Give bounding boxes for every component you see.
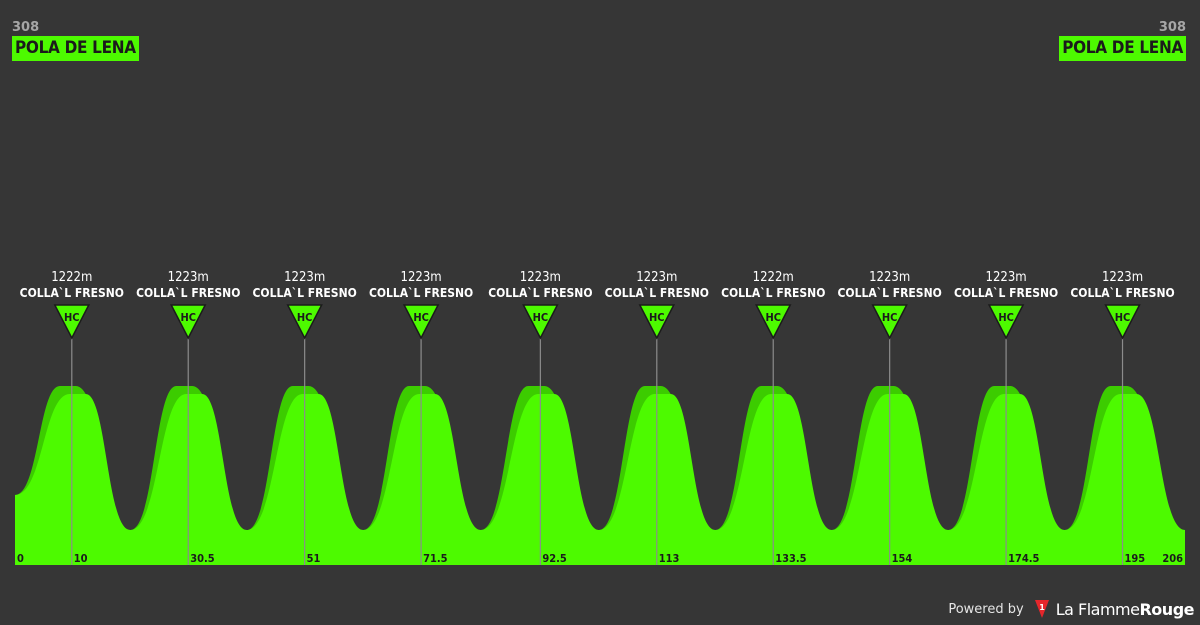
distance-tick-label: 71.5 (423, 552, 448, 565)
climb-category-label: HC (180, 311, 196, 324)
finish-location: 308 POLA DE LENA (1059, 20, 1186, 61)
climb-name-label: COLLA`L FRESNO (369, 286, 473, 300)
hc-category-icon (1104, 304, 1141, 340)
climb-name-label: COLLA`L FRESNO (721, 286, 825, 300)
climb-altitude-label: 1222m (753, 270, 794, 285)
climb-altitude-label: 1223m (284, 270, 325, 285)
start-name: POLA DE LENA (12, 36, 139, 61)
brand-name[interactable]: La FlammeRouge (1055, 599, 1195, 619)
powered-by-text: Powered by (948, 601, 1024, 617)
finish-altitude: 308 (1158, 20, 1186, 35)
climb-name-label: COLLA`L FRESNO (954, 286, 1058, 300)
climb-category-label: HC (64, 311, 80, 324)
distance-tick-label: 206 (1162, 552, 1183, 565)
climb-altitude-label: 1223m (986, 270, 1027, 285)
distance-tick-label: 174.5 (1008, 552, 1039, 565)
climb-category-label: HC (998, 311, 1014, 324)
distance-tick-label: 10 (74, 552, 88, 565)
climb-category-label: HC (533, 311, 549, 324)
hc-category-icon (522, 304, 559, 340)
flamme-rouge-logo-icon: 1 (1034, 600, 1049, 618)
climb-marker-lines (71, 330, 1124, 565)
finish-name: POLA DE LENA (1059, 36, 1186, 61)
climb-category-label: HC (765, 311, 781, 324)
hc-category-icon (169, 304, 207, 340)
climb-altitude-label: 1223m (401, 270, 442, 285)
brand-name-bold: Rouge (1139, 599, 1194, 619)
climb-name-label: COLLA`L FRESNO (136, 286, 240, 300)
distance-tick-label: 92.5 (542, 552, 567, 565)
distance-tick-label: 0 (17, 552, 24, 565)
distance-tick-label: 113 (659, 552, 680, 565)
climb-altitude-label: 1223m (636, 270, 677, 285)
climb-category-label: HC (649, 311, 665, 324)
svg-text:1: 1 (1039, 603, 1045, 612)
climb-name-label: COLLA`L FRESNO (838, 286, 942, 300)
distance-tick-label: 51 (307, 552, 321, 565)
climb-altitude-label: 1223m (520, 270, 561, 285)
distance-tick-label: 133.5 (775, 552, 806, 565)
climb-name-label: COLLA`L FRESNO (1070, 286, 1174, 300)
distance-tick-labels: 0 10 30.5 51 71.5 92.5 113 133.5 154 174.5 195 206 (17, 552, 1183, 565)
hc-category-icon (53, 304, 91, 340)
climb-category-label: HC (297, 311, 313, 324)
start-altitude: 308 (12, 20, 40, 35)
climb-category-label: HC (1115, 311, 1131, 324)
hc-category-icon (754, 304, 792, 340)
profile-main-area (15, 394, 1185, 565)
climb-altitude-label: 1223m (869, 270, 910, 285)
hc-category-icon (402, 304, 440, 340)
distance-tick-label: 195 (1125, 552, 1146, 565)
hc-category-icon (987, 304, 1025, 340)
climb-altitude-label: 1223m (168, 270, 209, 285)
hc-category-icon (638, 304, 676, 340)
hc-category-icon (871, 304, 908, 340)
climb-altitude-label: 1222m (51, 270, 92, 285)
distance-tick-label: 154 (892, 552, 913, 565)
climb-category-label: HC (882, 311, 898, 324)
climb-altitude-label: 1223m (1102, 270, 1143, 285)
climb-category-label: HC (413, 311, 429, 324)
climb-name-label: COLLA`L FRESNO (605, 286, 709, 300)
profile-area (15, 386, 1185, 565)
hc-category-icon (286, 304, 323, 340)
climb-name-label: COLLA`L FRESNO (20, 286, 124, 300)
distance-tick-label: 30.5 (190, 552, 215, 565)
climb-name-label: COLLA`L FRESNO (488, 286, 592, 300)
start-location: 308 POLA DE LENA (12, 20, 139, 61)
footer-credit: Powered by 1 La FlammeRouge (948, 599, 1194, 619)
climb-name-label: COLLA`L FRESNO (253, 286, 357, 300)
brand-name-light: La Flamme (1055, 599, 1140, 619)
